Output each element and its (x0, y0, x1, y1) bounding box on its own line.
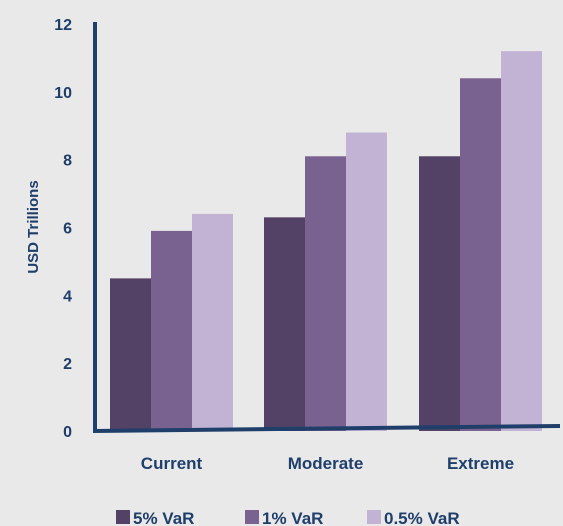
legend-swatch (116, 510, 130, 524)
legend-swatch (367, 510, 381, 524)
bar (419, 156, 460, 431)
bar (501, 51, 542, 432)
category-label: Moderate (288, 454, 364, 473)
bar (346, 132, 387, 432)
y-tick-labels: 0 2 4 6 8 10 12 (54, 17, 72, 441)
legend-label: 5% VaR (133, 509, 194, 526)
bar (110, 278, 151, 431)
legend-label: 1% VaR (262, 509, 323, 526)
y-tick-label: 10 (54, 85, 72, 102)
y-tick-label: 12 (54, 17, 72, 34)
bar (192, 213, 233, 431)
bar (151, 230, 192, 431)
x-axis-line (92, 424, 561, 433)
bar (460, 78, 501, 432)
y-tick-label: 6 (63, 221, 72, 238)
y-axis-label: USD Trillions (25, 180, 42, 273)
category-label: Extreme (447, 454, 514, 473)
bars (110, 51, 542, 432)
legend-swatch (245, 510, 259, 524)
category-labels: Current Moderate Extreme (141, 454, 514, 473)
axes (92, 22, 561, 433)
y-tick-label: 8 (63, 153, 72, 170)
bar (264, 217, 305, 431)
y-tick-label: 0 (63, 424, 72, 441)
legend-label: 0.5% VaR (384, 509, 460, 526)
bar (305, 156, 346, 431)
category-label: Current (141, 454, 203, 473)
y-tick-label: 4 (63, 288, 72, 305)
y-tick-label: 2 (63, 356, 72, 373)
legend: 5% VaR 1% VaR 0.5% VaR (116, 509, 460, 526)
